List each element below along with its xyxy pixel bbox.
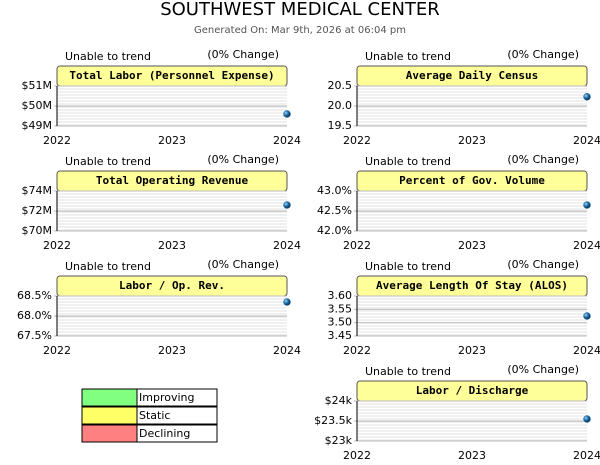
y-tick-label: $70M — [22, 224, 53, 237]
x-tick-label: 2024 — [573, 239, 600, 252]
y-tick-label: 68.0% — [17, 309, 52, 322]
x-tick-label: 2022 — [43, 134, 71, 147]
x-tick-label: 2024 — [273, 134, 301, 147]
x-tick-label: 2024 — [573, 134, 600, 147]
y-tick-label: 3.55 — [328, 302, 353, 315]
y-tick-label: $51M — [22, 79, 53, 92]
data-point — [583, 415, 591, 423]
y-tick-label: 20.5 — [328, 79, 353, 92]
x-tick-label: 2023 — [458, 134, 486, 147]
trend-note: Unable to trend — [365, 260, 451, 273]
x-tick-label: 2024 — [573, 344, 600, 357]
y-tick-label: $49M — [22, 119, 53, 132]
x-tick-label: 2022 — [343, 239, 371, 252]
x-tick-label: 2023 — [158, 134, 186, 147]
change-note: (0% Change) — [207, 48, 279, 61]
trend-note: Unable to trend — [65, 50, 151, 63]
legend-cell — [136, 388, 218, 407]
panel-title: Labor / Op. Rev. — [119, 279, 225, 292]
x-tick-label: 2022 — [43, 344, 71, 357]
data-point — [583, 312, 591, 320]
x-tick-label: 2024 — [273, 344, 301, 357]
data-point — [283, 110, 291, 118]
x-tick-label: 2022 — [343, 344, 371, 357]
x-tick-label: 2024 — [273, 239, 301, 252]
legend-swatch — [81, 406, 138, 425]
y-tick-label: 19.5 — [328, 119, 353, 132]
x-tick-label: 2022 — [43, 239, 71, 252]
x-tick-label: 2023 — [458, 344, 486, 357]
change-note: (0% Change) — [507, 153, 579, 166]
data-point — [583, 201, 591, 209]
trend-note: Unable to trend — [365, 365, 451, 378]
change-note: (0% Change) — [507, 48, 579, 61]
x-tick-label: 2023 — [158, 344, 186, 357]
legend-cell — [136, 406, 218, 425]
y-tick-label: $50M — [22, 99, 53, 112]
panel-title: Total Labor (Personnel Expense) — [69, 69, 274, 82]
x-tick-label: 2023 — [458, 239, 486, 252]
y-tick-label: 67.5% — [17, 329, 52, 342]
data-point — [583, 93, 591, 101]
page-subtitle: Generated On: Mar 9th, 2026 at 06:04 pm — [194, 25, 406, 36]
panel-title: Labor / Discharge — [416, 384, 529, 397]
y-tick-label: $72M — [22, 204, 53, 217]
x-tick-label: 2022 — [343, 449, 371, 462]
change-note: (0% Change) — [207, 258, 279, 271]
legend-label: Declining — [139, 427, 190, 440]
data-point — [283, 298, 291, 306]
panel-title: Percent of Gov. Volume — [399, 174, 545, 187]
change-note: (0% Change) — [507, 363, 579, 376]
legend-label: Static — [139, 409, 170, 422]
legend-cell — [136, 424, 218, 443]
y-tick-label: $23.5k — [314, 414, 352, 427]
y-tick-label: 68.5% — [17, 289, 52, 302]
data-point — [283, 201, 291, 209]
y-tick-label: $23k — [325, 434, 353, 447]
trend-note: Unable to trend — [365, 50, 451, 63]
legend-label: Improving — [139, 391, 194, 404]
page-title: SOUTHWEST MEDICAL CENTER — [160, 0, 440, 20]
panel-title: Total Operating Revenue — [96, 174, 249, 187]
y-tick-label: $74M — [22, 184, 53, 197]
legend-swatch — [81, 424, 138, 443]
change-note: (0% Change) — [507, 258, 579, 271]
y-tick-label: 3.60 — [328, 289, 353, 302]
x-tick-label: 2022 — [343, 134, 371, 147]
trend-note: Unable to trend — [65, 155, 151, 168]
y-tick-label: 42.0% — [317, 224, 352, 237]
x-tick-label: 2023 — [158, 239, 186, 252]
trend-note: Unable to trend — [365, 155, 451, 168]
panel-title: Average Daily Census — [406, 69, 538, 82]
change-note: (0% Change) — [207, 153, 279, 166]
y-tick-label: 42.5% — [317, 204, 352, 217]
y-tick-label: 20.0 — [328, 99, 353, 112]
y-tick-label: $24k — [325, 394, 353, 407]
trend-note: Unable to trend — [65, 260, 151, 273]
y-tick-label: 3.45 — [328, 329, 353, 342]
x-tick-label: 2024 — [573, 449, 600, 462]
panel-title: Average Length Of Stay (ALOS) — [376, 279, 568, 292]
x-tick-label: 2023 — [458, 449, 486, 462]
legend-swatch — [81, 388, 138, 407]
y-tick-label: 43.0% — [317, 184, 352, 197]
y-tick-label: 3.50 — [328, 316, 353, 329]
